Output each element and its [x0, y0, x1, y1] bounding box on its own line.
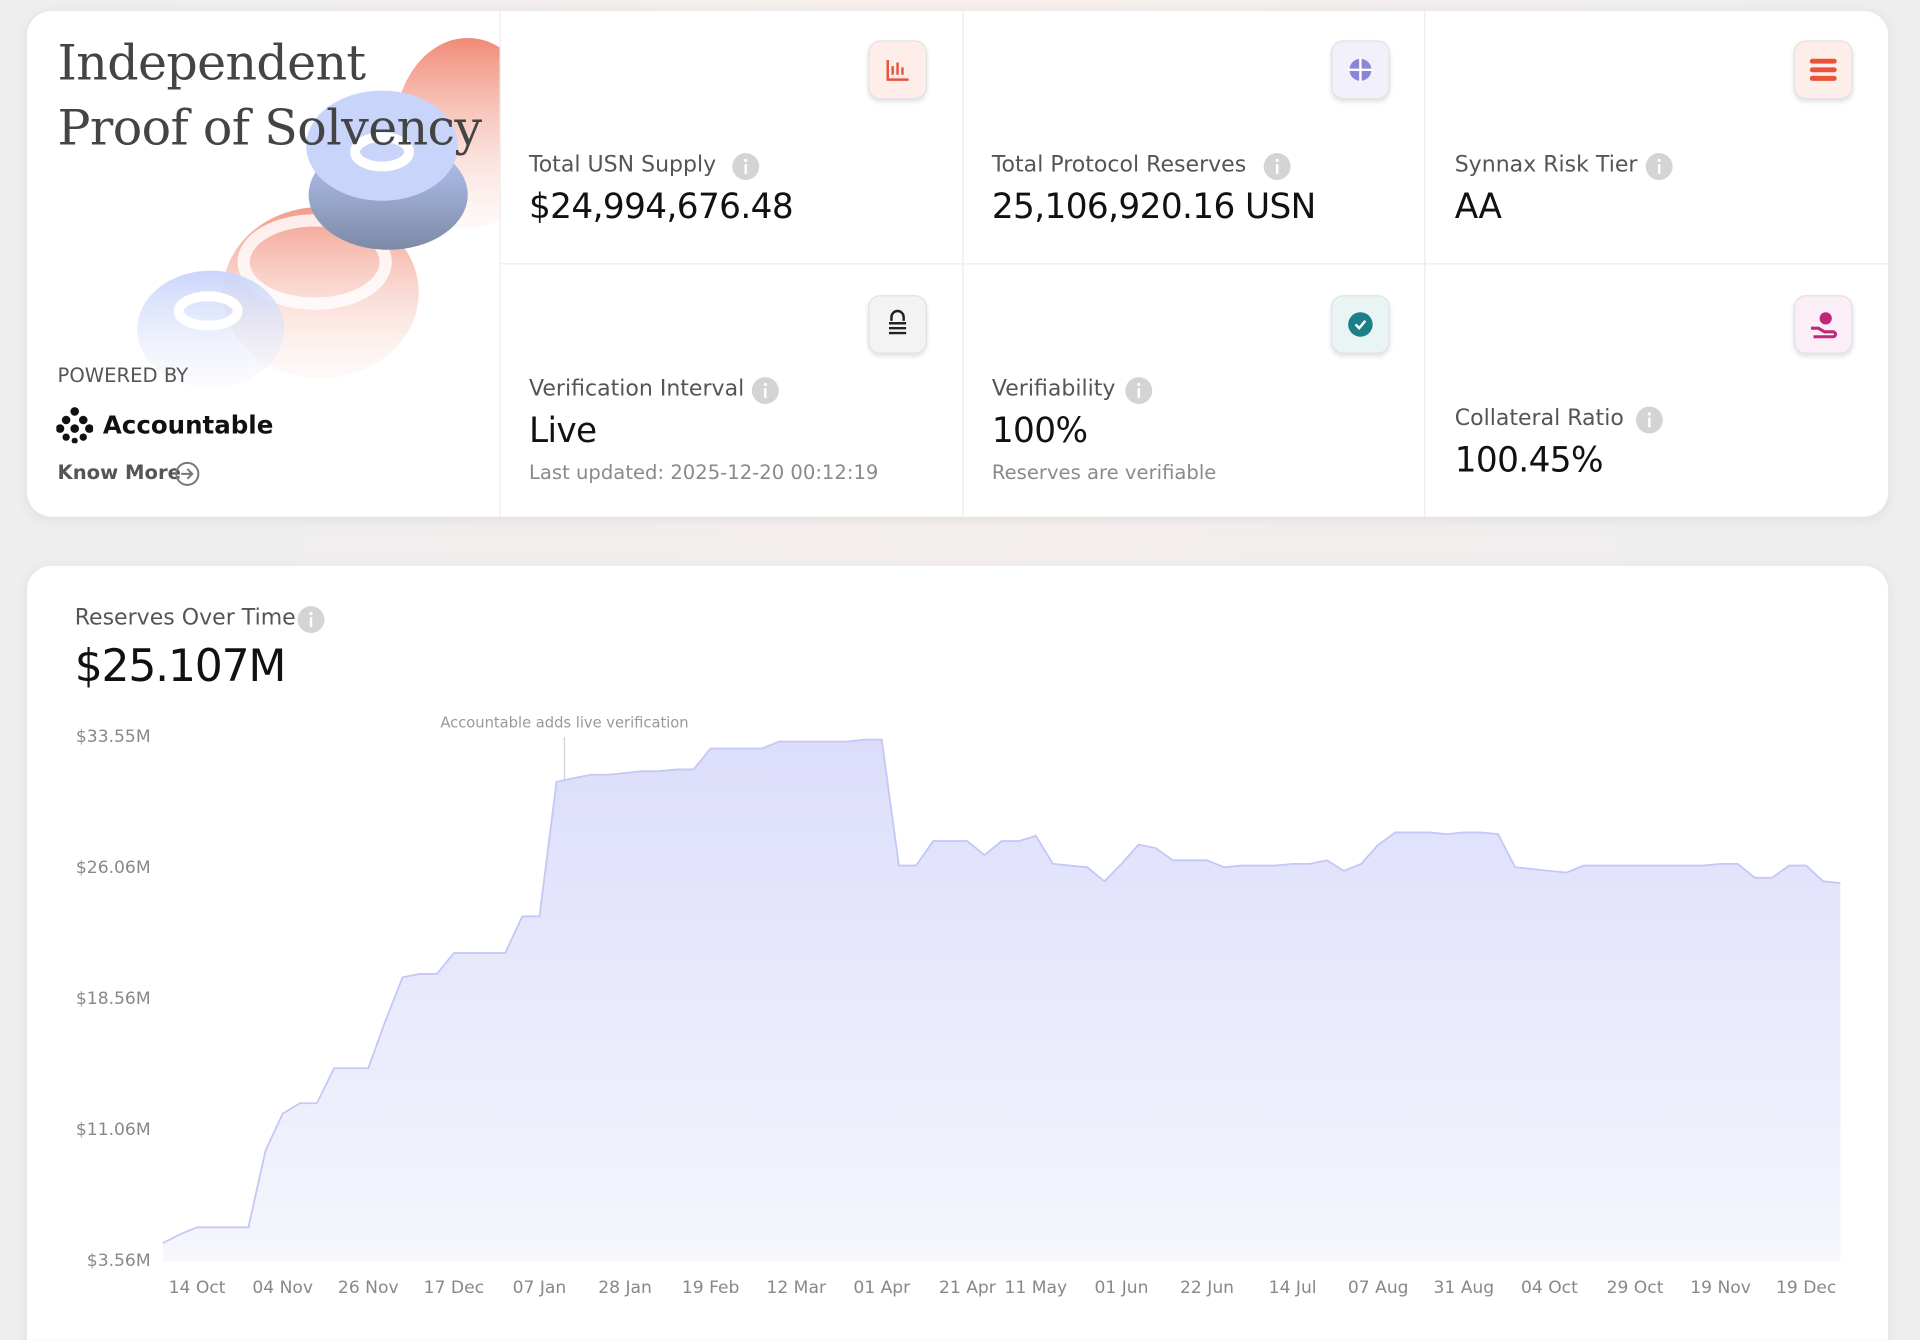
- info-icon[interactable]: [1124, 376, 1153, 405]
- x-tick-label: 14 Oct: [169, 1278, 226, 1298]
- interval-icon: [868, 295, 927, 354]
- x-tick-label: 07 Aug: [1348, 1278, 1409, 1298]
- y-tick-label: $11.06M: [76, 1120, 151, 1140]
- stat-label: Total USN Supply: [528, 151, 717, 178]
- x-tick-label: 28 Jan: [598, 1278, 652, 1298]
- x-tick-label: 19 Nov: [1690, 1278, 1751, 1298]
- line: [162, 738, 1841, 1244]
- chart-headline: $25.107M: [74, 641, 287, 692]
- x-tick-label: 01 Jun: [1094, 1278, 1148, 1298]
- info-icon[interactable]: [296, 605, 325, 634]
- x-tick-label: 07 Jan: [513, 1278, 567, 1298]
- chart-card: Reserves Over Time $25.107M Accountable …: [26, 565, 1889, 1340]
- info-icon[interactable]: [1262, 152, 1291, 181]
- collateral-icon: [1793, 295, 1853, 354]
- stat-label: Verification Interval: [528, 375, 745, 402]
- summary-card: Independent Proof of Solvency POWERED BY…: [26, 11, 1889, 517]
- stat-note: Reserves are verifiable: [991, 460, 1217, 484]
- stat-label: Total Protocol Reserves: [991, 151, 1247, 178]
- info-icon[interactable]: [1644, 152, 1673, 181]
- stat-note: Last updated: 2025-12-20 00:12:19: [528, 460, 879, 484]
- area: [162, 739, 1841, 1262]
- brand-logo: [56, 407, 94, 444]
- x-tick-label: 04 Oct: [1521, 1278, 1578, 1298]
- stat-value: $24,994,676.48: [528, 186, 794, 227]
- info-icon[interactable]: [1635, 405, 1664, 434]
- x-tick-label: 22 Jun: [1180, 1278, 1234, 1298]
- know-more-link[interactable]: Know More: [57, 460, 181, 484]
- annotation: Accountable adds live verification: [440, 715, 688, 732]
- brand-name: Accountable: [102, 410, 274, 440]
- stat-label: Verifiability: [991, 375, 1116, 402]
- stat-label: Synnax Risk Tier: [1454, 151, 1638, 178]
- supply-icon: [868, 40, 927, 100]
- y-tick-label: $26.06M: [76, 858, 151, 878]
- x-tick-label: 01 Apr: [853, 1278, 911, 1298]
- x-tick-label: 19 Dec: [1776, 1278, 1836, 1298]
- x-tick-label: 14 Jul: [1269, 1278, 1317, 1298]
- info-icon[interactable]: [751, 376, 780, 405]
- stat-value: Live: [528, 410, 597, 451]
- chart: Accountable adds live verification $3.56…: [76, 715, 1841, 1298]
- reserves-icon: [1331, 40, 1390, 100]
- risk-icon: [1793, 40, 1853, 100]
- divider: [499, 263, 1889, 265]
- x-tick-label: 19 Feb: [682, 1278, 740, 1298]
- x-tick-label: 04 Nov: [252, 1278, 313, 1298]
- x-tick-label: 11 May: [1005, 1278, 1068, 1298]
- info-icon[interactable]: [731, 152, 760, 181]
- stat-value: 100.45%: [1454, 439, 1604, 481]
- stat-label: Collateral Ratio: [1454, 405, 1624, 432]
- x-tick-label: 17 Dec: [424, 1278, 484, 1298]
- stat-value: 100%: [991, 410, 1088, 451]
- x-tick-label: 29 Oct: [1607, 1278, 1664, 1298]
- y-tick-label: $33.55M: [76, 727, 151, 747]
- verify-icon: [1331, 295, 1390, 354]
- chart-title: Reserves Over Time: [74, 604, 296, 631]
- x-tick-label: 21 Apr: [939, 1278, 997, 1298]
- hero-art: [137, 37, 500, 389]
- x-tick-label: 26 Nov: [338, 1278, 399, 1298]
- hero-title-line: Independent: [57, 35, 367, 92]
- x-tick-label: 12 Mar: [766, 1278, 827, 1298]
- hero-title-line: Proof of Solvency: [57, 100, 482, 157]
- powered-by: POWERED BY: [57, 363, 189, 387]
- stat-value: AA: [1454, 186, 1502, 227]
- arrow-icon[interactable]: [174, 460, 201, 487]
- y-tick-label: $3.56M: [87, 1251, 151, 1271]
- y-tick-label: $18.56M: [76, 989, 151, 1009]
- stat-value: 25,106,920.16 USN: [991, 186, 1316, 227]
- x-tick-label: 31 Aug: [1433, 1278, 1494, 1298]
